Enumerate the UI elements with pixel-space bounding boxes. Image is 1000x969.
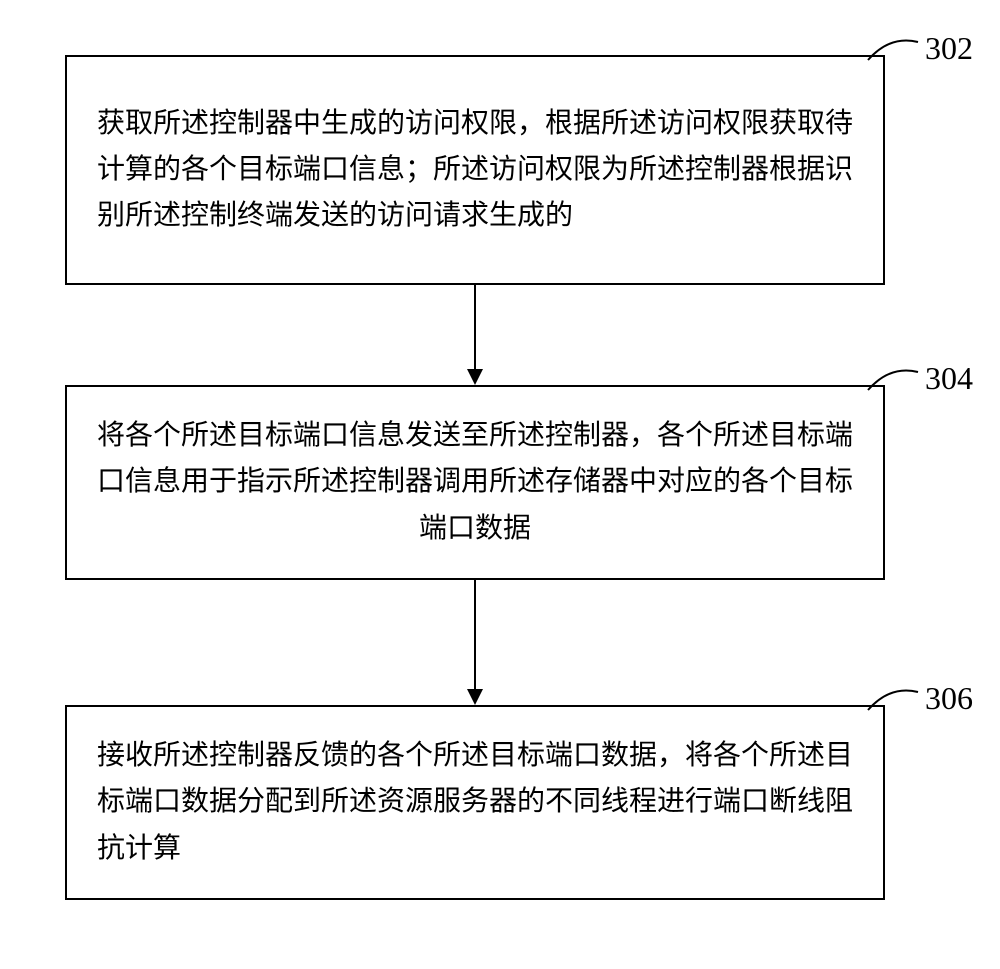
- leader-304: [860, 360, 930, 400]
- node-302-label: 302: [925, 30, 973, 67]
- flowchart-node-306: 接收所述控制器反馈的各个所述目标端口数据，将各个所述目标端口数据分配到所述资源服…: [65, 705, 885, 900]
- flowchart-canvas: 获取所述控制器中生成的访问权限，根据所述访问权限获取待计算的各个目标端口信息；所…: [0, 0, 1000, 969]
- node-304-label: 304: [925, 360, 973, 397]
- leader-302: [860, 30, 930, 70]
- flowchart-node-304: 将各个所述目标端口信息发送至所述控制器，各个所述目标端口信息用于指示所述控制器调…: [65, 385, 885, 580]
- arrow-302-304: [460, 285, 490, 385]
- node-306-label: 306: [925, 680, 973, 717]
- node-304-text: 将各个所述目标端口信息发送至所述控制器，各个所述目标端口信息用于指示所述控制器调…: [97, 413, 853, 552]
- flowchart-node-302: 获取所述控制器中生成的访问权限，根据所述访问权限获取待计算的各个目标端口信息；所…: [65, 55, 885, 285]
- leader-306: [860, 680, 930, 720]
- node-302-text: 获取所述控制器中生成的访问权限，根据所述访问权限获取待计算的各个目标端口信息；所…: [97, 101, 853, 240]
- node-306-text: 接收所述控制器反馈的各个所述目标端口数据，将各个所述目标端口数据分配到所述资源服…: [97, 733, 853, 872]
- arrow-304-306: [460, 580, 490, 705]
